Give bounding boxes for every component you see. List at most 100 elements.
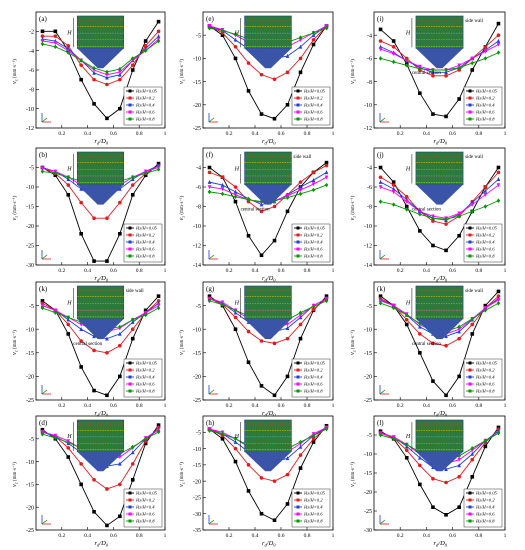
legend-swatch-marker: [468, 491, 472, 495]
y-axis-label-sub: z: [14, 216, 19, 219]
data-point: [496, 430, 501, 436]
legend-swatch-marker: [468, 368, 472, 372]
panel-label: (k): [39, 285, 48, 293]
x-axis-label-part: /: [437, 138, 441, 145]
data-point: [298, 313, 303, 318]
chart-panel: -12 -10 -8 -6 -4 0.2 0.4 0.6 0.8 1 vz (mm·s⁻¹) rd/D…: [349, 11, 507, 146]
legend-swatch-marker: [128, 247, 132, 251]
legend-swatch-marker: [296, 519, 300, 523]
x-axis-label-part: /: [266, 275, 270, 282]
y-axis-unit: (mm·s⁻¹): [179, 330, 185, 350]
y-tick-label: -6: [367, 57, 372, 63]
y-axis-unit: (mm·s⁻¹): [179, 59, 185, 79]
series-line: [209, 427, 327, 482]
legend-swatch-marker: [468, 382, 472, 386]
data-point: [496, 38, 501, 43]
inset-hopper: [415, 48, 464, 69]
y-axis-unit: (mm·s⁻¹): [350, 330, 356, 350]
legend-entry: Hz/H=0.2: [475, 498, 495, 503]
series-line: [380, 172, 499, 225]
inset-hopper: [77, 451, 124, 472]
data-point: [272, 393, 277, 398]
x-tick-label: 0.6: [278, 403, 285, 409]
data-point: [324, 182, 329, 188]
series-line: [380, 52, 499, 71]
x-axis-label: rd/D0: [434, 138, 448, 146]
data-point: [470, 60, 475, 66]
data-point: [53, 171, 58, 176]
data-point: [431, 505, 435, 509]
data-point: [118, 106, 122, 111]
x-axis-label-part: /: [437, 540, 441, 547]
data-point: [444, 343, 448, 348]
y-axis-label-sub: z: [181, 79, 186, 82]
data-point: [246, 61, 251, 65]
data-point: [92, 77, 96, 82]
data-point: [470, 332, 475, 336]
x-tick-label: 0.4: [423, 131, 430, 137]
data-point: [105, 351, 109, 355]
panel-label: (d): [39, 419, 48, 427]
y-tick-label: -10: [193, 447, 201, 453]
data-point: [156, 38, 161, 44]
data-point: [496, 183, 501, 188]
data-point: [105, 116, 109, 121]
data-point: [483, 49, 488, 54]
series-line: [380, 295, 499, 347]
legend-entry: Hz/H=0.4: [303, 103, 323, 108]
data-point: [285, 456, 290, 461]
data-point: [92, 334, 96, 339]
legend-swatch-marker: [468, 519, 472, 523]
series-line: [209, 165, 327, 212]
data-point: [207, 170, 212, 175]
data-point: [404, 204, 409, 209]
simulation-inset: H: [234, 151, 292, 205]
x-tick-label: 0.8: [475, 268, 482, 274]
legend-swatch-marker: [128, 505, 132, 509]
inset-height-label: H: [405, 301, 411, 307]
data-point: [156, 299, 161, 303]
x-axis-label-part: d: [265, 278, 268, 283]
y-axis-label-sub: z: [352, 350, 357, 353]
data-point: [496, 21, 501, 26]
data-point: [457, 336, 461, 341]
series-line: [209, 295, 327, 396]
data-point: [259, 476, 264, 480]
y-axis-label-sub: z: [181, 482, 186, 485]
x-tick-label: 0.2: [226, 533, 233, 539]
x-tick-label: 0.2: [58, 131, 65, 137]
data-point: [418, 229, 422, 233]
data-point: [404, 207, 409, 212]
data-point: [311, 440, 316, 444]
data-point: [418, 66, 422, 72]
data-point: [483, 193, 488, 197]
y-tick-label: -8: [29, 88, 34, 94]
axis-triad-y: [41, 519, 48, 525]
data-point: [156, 423, 161, 427]
data-point: [404, 194, 409, 199]
x-tick-label: 0.4: [423, 403, 430, 409]
data-point: [246, 463, 251, 467]
legend-swatch-marker: [128, 498, 132, 502]
data-point: [470, 202, 475, 207]
legend-entry: Hz/H=0.8: [135, 389, 155, 394]
legend-swatch-marker: [296, 361, 300, 365]
data-point: [130, 193, 135, 197]
x-tick-label: 0.6: [278, 268, 285, 274]
y-tick-label: -2: [29, 30, 34, 36]
y-tick-label: -6: [367, 185, 372, 191]
data-point: [66, 44, 71, 48]
x-tick-label: 0.8: [304, 533, 311, 539]
legend-entry: Hz/H=0.4: [475, 103, 495, 108]
x-axis-label-part: /: [98, 540, 102, 547]
y-tick-label: -8: [196, 205, 201, 211]
y-tick-label: -15: [26, 351, 34, 357]
inset-bed: [415, 285, 464, 320]
data-point: [130, 462, 135, 466]
x-tick-label: 0.8: [475, 403, 482, 409]
legend-entry: Hz/H=0.4: [303, 240, 323, 245]
data-point: [233, 459, 238, 464]
data-point: [404, 58, 409, 63]
panel-label: (a): [39, 15, 47, 23]
x-tick-label: 0.8: [304, 403, 311, 409]
